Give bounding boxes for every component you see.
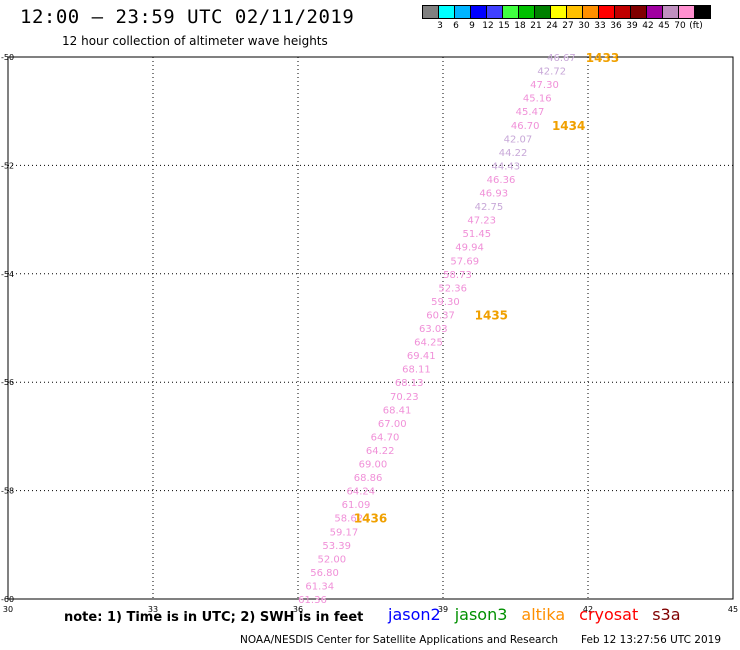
credit-line: NOAA/NESDIS Center for Satellite Applica… <box>240 634 558 646</box>
mission-altika: altika <box>521 605 566 624</box>
wave-height-value: 61.36 <box>298 595 327 606</box>
legend-label: 6 <box>453 21 459 31</box>
x-tick-label: 33 <box>148 605 158 614</box>
legend-label: 27 <box>562 21 574 31</box>
wave-height-value: 47.23 <box>467 216 496 227</box>
wave-height-value: 64.70 <box>371 432 400 443</box>
generation-timestamp: Feb 12 13:27:56 UTC 2019 <box>581 634 721 646</box>
pass-time-label: 1434 <box>552 119 585 133</box>
color-legend: 3 6 9 12 15 18 21 24 27 30 33 36 39 42 45 70 (ft) <box>422 5 711 31</box>
mission-jason3: jason3 <box>454 605 508 624</box>
legend-swatches <box>422 5 711 19</box>
x-tick-label: 36 <box>293 605 303 614</box>
wave-height-value: 61.09 <box>342 500 371 511</box>
wave-height-value: 45.47 <box>516 107 545 118</box>
x-tick-label: 45 <box>728 605 738 614</box>
y-tick-label: -54 <box>1 270 14 279</box>
wave-height-value: 68.86 <box>354 473 383 484</box>
wave-height-value: 64.24 <box>347 487 376 498</box>
mission-legend: jason2 jason3 altika cryosat s3a <box>388 605 681 624</box>
x-tick-label: 42 <box>583 605 593 614</box>
wave-height-value: 47.30 <box>530 80 559 91</box>
legend-labels: 3 6 9 12 15 18 21 24 27 30 33 36 39 42 45 70 (ft) <box>422 19 711 31</box>
y-tick-label: -50 <box>1 53 14 62</box>
pass-time-label: 1433 <box>586 51 619 65</box>
wave-height-value: 58.73 <box>443 270 472 281</box>
wave-height-value: 59.30 <box>431 297 460 308</box>
wave-height-value: 46.67 <box>547 53 576 64</box>
wave-height-value: 58.62 <box>334 514 363 525</box>
x-tick-label: 30 <box>3 605 13 614</box>
wave-height-value: 68.41 <box>383 405 412 416</box>
legend-label: 33 <box>594 21 606 31</box>
wave-height-value: 53.39 <box>322 541 351 552</box>
legend-label: 45 <box>658 21 670 31</box>
wave-height-value: 42.72 <box>537 67 566 78</box>
wave-height-value: 68.13 <box>395 378 424 389</box>
wave-height-value: 45.16 <box>523 94 552 105</box>
wave-height-value: 64.25 <box>414 338 443 349</box>
wave-height-value: 63.03 <box>419 324 448 335</box>
y-tick-label: -58 <box>1 487 14 496</box>
legend-label: 30 <box>578 21 590 31</box>
wave-height-value: 44.43 <box>492 161 521 172</box>
wave-height-value: 59.17 <box>330 527 359 538</box>
wave-height-value: 64.22 <box>366 446 395 457</box>
chart-subtitle: 12 hour collection of altimeter wave hei… <box>62 34 328 48</box>
wave-height-value: 69.00 <box>359 460 388 471</box>
wave-height-value: 44.22 <box>499 148 528 159</box>
legend-label: 3 <box>437 21 443 31</box>
wave-height-value: 42.75 <box>475 202 504 213</box>
mission-cryosat: cryosat <box>579 605 639 624</box>
plot-frame <box>7 56 734 600</box>
wave-height-value: 60.37 <box>426 310 455 321</box>
pass-time-label: 1436 <box>354 512 387 526</box>
legend-label: 21 <box>530 21 542 31</box>
mission-s3a: s3a <box>652 605 681 624</box>
y-tick-label: -56 <box>1 378 14 387</box>
wave-height-value: 52.36 <box>438 283 467 294</box>
wave-height-value: 67.00 <box>378 419 407 430</box>
wave-height-value: 57.69 <box>450 256 479 267</box>
wave-height-value: 70.23 <box>390 392 419 403</box>
mission-jason2: jason2 <box>388 605 441 624</box>
wave-height-value: 46.93 <box>479 189 508 200</box>
wave-height-value: 46.70 <box>511 121 540 132</box>
legend-label: 9 <box>469 21 475 31</box>
units-note: note: 1) Time is in UTC; 2) SWH is in fe… <box>64 610 364 625</box>
legend-label: (ft) <box>689 21 703 31</box>
legend-label: 18 <box>514 21 526 31</box>
legend-label: 36 <box>610 21 622 31</box>
wave-height-value: 56.80 <box>310 568 339 579</box>
wave-height-value: 69.41 <box>407 351 436 362</box>
legend-label: 12 <box>482 21 494 31</box>
legend-label: 39 <box>626 21 638 31</box>
wave-height-value: 49.94 <box>455 243 484 254</box>
legend-label: 24 <box>546 21 558 31</box>
legend-label: 15 <box>498 21 510 31</box>
wave-height-value: 52.00 <box>318 554 347 565</box>
y-tick-label: -52 <box>1 161 14 170</box>
wave-height-value: 51.45 <box>463 229 492 240</box>
axis-tick-labels: 30 33 36 39 42 45 -50 -52 -54 -56 -58 -60 <box>1 53 738 614</box>
wave-height-value: 42.07 <box>504 134 533 145</box>
pass-time-label: 1435 <box>475 308 508 322</box>
data-points: 46.67 42.72 47.30 45.16 45.47 46.70 42.07 44.22… <box>298 53 576 606</box>
x-tick-label: 39 <box>438 605 448 614</box>
legend-label: 70 <box>674 21 686 31</box>
wave-height-value: 46.36 <box>487 175 516 186</box>
grid-lines <box>8 57 733 599</box>
legend-label: 42 <box>642 21 654 31</box>
chart-title: 12:00 – 23:59 UTC 02/11/2019 <box>20 6 355 28</box>
legend-swatch <box>694 5 711 19</box>
wave-height-value: 68.11 <box>402 365 431 376</box>
time-labels: 1433 1434 1435 1436 <box>354 51 619 526</box>
wave-height-value: 61.34 <box>305 581 334 592</box>
y-tick-label: -60 <box>1 595 14 604</box>
